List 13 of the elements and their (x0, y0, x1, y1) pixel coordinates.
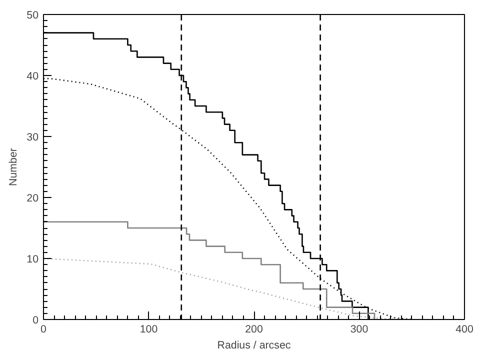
x-tick-label: 100 (140, 324, 158, 336)
x-axis-title: Radius / arcsec (217, 340, 292, 352)
y-tick-label: 30 (26, 132, 39, 144)
y-tick-label: 0 (32, 314, 39, 326)
y-axis-title: Number (8, 148, 20, 186)
y-tick-label: 20 (26, 192, 39, 204)
x-tick-label: 400 (456, 324, 474, 336)
y-tick-label: 10 (26, 254, 39, 266)
y-tick-label: 40 (26, 70, 39, 82)
x-tick-label: 0 (40, 324, 47, 336)
y-tick-label: 50 (26, 10, 39, 22)
x-tick-label: 200 (245, 324, 263, 336)
x-tick-label: 300 (350, 324, 368, 336)
